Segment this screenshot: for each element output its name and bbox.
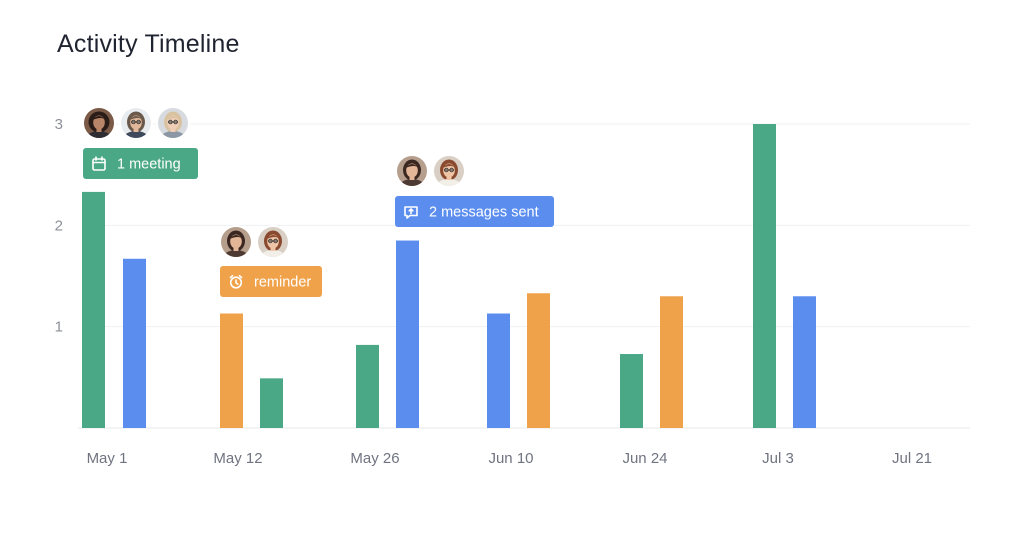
avatar-woman-auburn xyxy=(432,154,466,188)
y-tick-label: 1 xyxy=(55,319,63,336)
annotation-calendar[interactable]: 1 meeting xyxy=(82,106,198,179)
y-tick-label: 3 xyxy=(55,116,63,133)
annotation-label-box xyxy=(395,196,554,227)
annotation-message[interactable]: 2 messages sent xyxy=(395,154,554,227)
bar-orange xyxy=(660,296,683,428)
x-axis-ticks: May 1 May 12 May 26 Jun 10 Jun 24 Jul 3 Jul 21 xyxy=(87,450,932,467)
x-tick-label: May 12 xyxy=(213,450,262,467)
x-tick-label: Jul 3 xyxy=(762,450,794,467)
bar-green xyxy=(356,344,379,428)
x-tick-label: May 26 xyxy=(350,450,399,467)
avatar-woman-dark xyxy=(395,154,429,188)
annotation-label: 2 messages sent xyxy=(429,205,539,221)
bar-layer xyxy=(82,124,816,428)
annotation-label-box xyxy=(83,148,198,179)
x-tick-label: Jul 21 xyxy=(892,450,932,467)
bar-green xyxy=(620,354,643,428)
avatar-man-glasses xyxy=(119,106,153,140)
x-tick-label: Jun 24 xyxy=(622,450,667,467)
annotation-layer: 1 meeting reminder 2 messages sent xyxy=(82,106,554,297)
y-tick-label: 2 xyxy=(55,217,63,234)
avatar-woman-blonde xyxy=(156,106,190,140)
bar-blue xyxy=(793,296,816,428)
bar-blue xyxy=(487,313,510,428)
calendar-icon xyxy=(92,156,106,171)
avatar-woman-curly xyxy=(82,106,116,140)
x-tick-label: Jun 10 xyxy=(488,450,533,467)
bar-green xyxy=(753,124,776,428)
bar-blue xyxy=(396,240,419,428)
avatar-woman-dark xyxy=(219,225,253,259)
alarm-clock-icon xyxy=(229,274,243,289)
annotation-label-box xyxy=(220,266,322,297)
bar-green xyxy=(82,191,105,428)
bar-orange xyxy=(220,313,243,428)
bar-blue xyxy=(123,258,146,428)
bar-orange xyxy=(527,293,550,428)
avatar-woman-auburn xyxy=(256,225,290,259)
annotation-alarm-clock[interactable]: reminder xyxy=(219,225,322,297)
annotation-label: reminder xyxy=(254,275,311,291)
annotation-label: 1 meeting xyxy=(117,157,181,173)
x-tick-label: May 1 xyxy=(87,450,128,467)
chart-title: Activity Timeline xyxy=(57,30,240,58)
message-icon xyxy=(404,206,418,219)
bar-green xyxy=(260,378,283,428)
